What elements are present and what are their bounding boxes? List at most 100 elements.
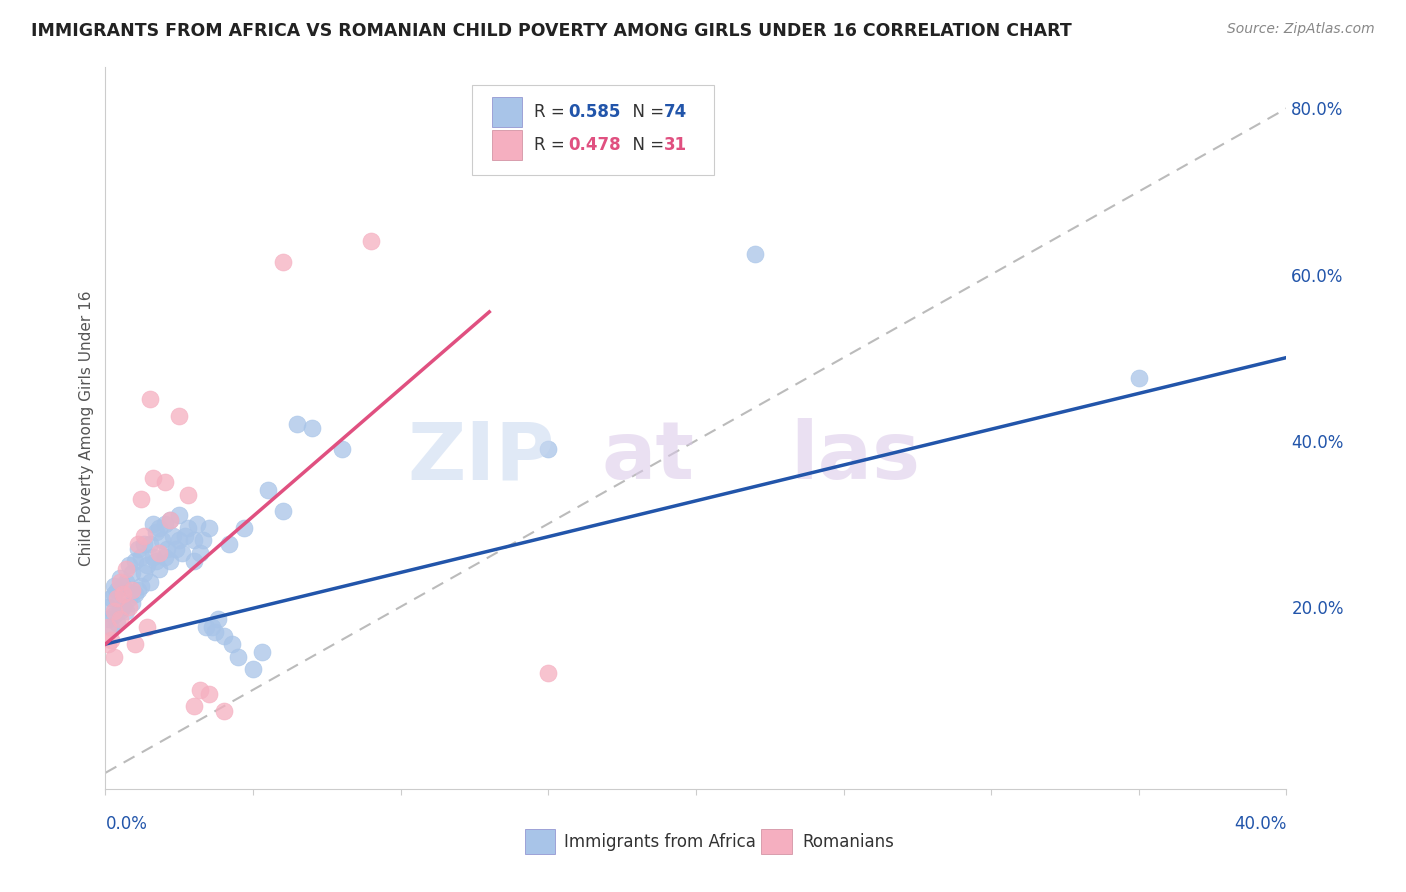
Text: 40.0%: 40.0% xyxy=(1234,815,1286,833)
Point xyxy=(112,587,135,601)
Point xyxy=(537,666,560,681)
Point xyxy=(124,587,146,601)
Point xyxy=(159,512,181,526)
Point xyxy=(145,554,167,568)
Text: N =: N = xyxy=(621,103,669,120)
Point xyxy=(124,637,146,651)
Point xyxy=(115,574,138,589)
Text: at: at xyxy=(602,418,695,496)
Point xyxy=(177,487,200,501)
Point xyxy=(135,558,157,573)
Point xyxy=(150,533,173,548)
Point xyxy=(127,541,149,556)
Text: Immigrants from Africa: Immigrants from Africa xyxy=(564,833,755,851)
Point xyxy=(153,475,176,490)
Point xyxy=(129,579,152,593)
Point xyxy=(169,409,191,423)
FancyBboxPatch shape xyxy=(492,129,523,160)
Text: 74: 74 xyxy=(664,103,688,120)
Point xyxy=(287,417,309,431)
Point xyxy=(103,604,125,618)
Point xyxy=(148,562,170,576)
Point xyxy=(148,546,170,560)
Point xyxy=(118,599,141,614)
Point xyxy=(105,616,128,631)
Point xyxy=(103,579,125,593)
Point xyxy=(110,574,132,589)
Point xyxy=(138,537,162,551)
FancyBboxPatch shape xyxy=(471,85,714,175)
Text: 31: 31 xyxy=(664,136,688,154)
Point xyxy=(132,537,155,551)
Point xyxy=(100,632,122,647)
Text: N =: N = xyxy=(621,136,669,154)
Point xyxy=(221,637,243,651)
Point xyxy=(129,491,152,506)
Point xyxy=(301,421,323,435)
Point xyxy=(138,574,162,589)
Point xyxy=(97,599,120,614)
FancyBboxPatch shape xyxy=(761,830,792,855)
Point xyxy=(103,587,125,601)
Text: Source: ZipAtlas.com: Source: ZipAtlas.com xyxy=(1227,22,1375,37)
Point xyxy=(135,620,157,634)
Point xyxy=(105,591,128,606)
FancyBboxPatch shape xyxy=(524,830,555,855)
Point xyxy=(118,591,141,606)
Point xyxy=(127,537,149,551)
Point xyxy=(188,682,211,697)
Point xyxy=(183,699,205,714)
Point xyxy=(159,554,181,568)
Text: IMMIGRANTS FROM AFRICA VS ROMANIAN CHILD POVERTY AMONG GIRLS UNDER 16 CORRELATIO: IMMIGRANTS FROM AFRICA VS ROMANIAN CHILD… xyxy=(31,22,1071,40)
Point xyxy=(138,392,162,406)
Point xyxy=(537,442,560,456)
Point xyxy=(257,483,280,498)
Point xyxy=(121,583,143,598)
Point xyxy=(129,549,152,564)
Point xyxy=(153,549,176,564)
Text: 0.0%: 0.0% xyxy=(105,815,148,833)
Text: ZIP: ZIP xyxy=(406,418,554,496)
Point xyxy=(118,558,141,573)
Point xyxy=(169,533,191,548)
Point xyxy=(127,583,149,598)
Point xyxy=(360,235,382,249)
Point xyxy=(207,612,229,626)
Point xyxy=(183,554,205,568)
Point xyxy=(183,533,205,548)
Point xyxy=(165,541,187,556)
Point xyxy=(250,645,273,659)
Point xyxy=(103,607,125,622)
Point xyxy=(201,620,224,634)
Point xyxy=(330,442,353,456)
Point xyxy=(103,649,125,664)
Point xyxy=(172,546,194,560)
Point xyxy=(110,604,132,618)
Point xyxy=(112,599,135,614)
Point xyxy=(194,620,217,634)
Text: las: las xyxy=(790,418,921,496)
Point xyxy=(100,591,122,606)
Point xyxy=(142,471,165,485)
Text: R =: R = xyxy=(534,136,571,154)
Point xyxy=(97,620,120,634)
Point xyxy=(212,629,235,643)
Point xyxy=(142,516,165,531)
Point xyxy=(212,704,235,718)
Point xyxy=(148,521,170,535)
Point xyxy=(145,524,167,539)
Point xyxy=(188,546,211,560)
Point xyxy=(228,649,250,664)
Point xyxy=(132,566,155,581)
Point xyxy=(121,596,143,610)
Point xyxy=(204,624,226,639)
Point xyxy=(191,533,214,548)
Point xyxy=(156,541,179,556)
Point xyxy=(121,566,143,581)
Point xyxy=(142,549,165,564)
Point xyxy=(1128,371,1150,385)
FancyBboxPatch shape xyxy=(492,96,523,127)
Text: 0.585: 0.585 xyxy=(568,103,621,120)
Point xyxy=(153,516,176,531)
Point xyxy=(233,521,256,535)
